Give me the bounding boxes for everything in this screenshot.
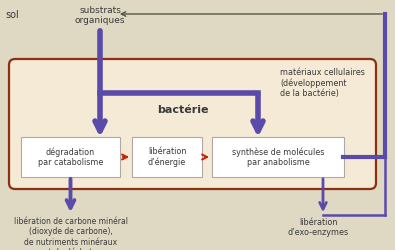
Text: sol: sol — [5, 10, 19, 20]
Text: dégradation
par catabolisme: dégradation par catabolisme — [38, 147, 103, 167]
FancyBboxPatch shape — [21, 137, 120, 177]
Text: libération
d’exo-enzymes: libération d’exo-enzymes — [288, 218, 348, 238]
Text: libération de carbone minéral
(dioxyde de carbone),
de nutriments minéraux
et de: libération de carbone minéral (dioxyde d… — [13, 217, 128, 250]
Text: libération
d’énergie: libération d’énergie — [148, 147, 186, 167]
Text: matériaux cellulaires
(développement
de la bactérie): matériaux cellulaires (développement de … — [280, 68, 365, 98]
Text: substrats
organiques: substrats organiques — [75, 6, 125, 25]
FancyBboxPatch shape — [9, 59, 376, 189]
FancyBboxPatch shape — [212, 137, 344, 177]
Text: synthèse de molécules
par anabolisme: synthèse de molécules par anabolisme — [232, 147, 324, 167]
Text: bactérie: bactérie — [157, 105, 208, 115]
FancyBboxPatch shape — [132, 137, 202, 177]
